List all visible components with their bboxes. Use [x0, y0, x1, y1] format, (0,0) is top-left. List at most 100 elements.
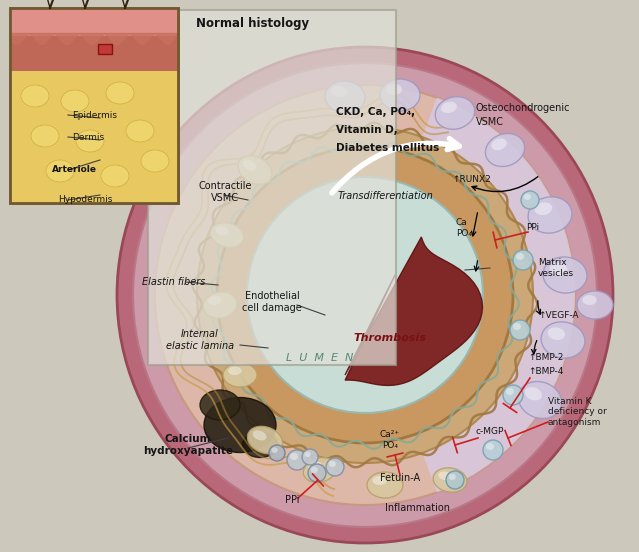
Text: Endothelial
cell damage: Endothelial cell damage	[242, 291, 302, 313]
Ellipse shape	[200, 390, 240, 420]
Text: Inflammation: Inflammation	[385, 503, 450, 513]
Ellipse shape	[446, 471, 464, 489]
Text: VSMC: VSMC	[476, 117, 504, 127]
Text: Epidermis: Epidermis	[72, 110, 117, 119]
Ellipse shape	[106, 82, 134, 104]
Text: ↑VEGF-A: ↑VEGF-A	[538, 310, 578, 320]
Ellipse shape	[269, 445, 285, 461]
Ellipse shape	[543, 257, 587, 293]
Text: Elastin fibers: Elastin fibers	[142, 277, 205, 287]
Polygon shape	[345, 237, 482, 385]
Ellipse shape	[449, 474, 456, 480]
Ellipse shape	[510, 320, 530, 340]
Ellipse shape	[210, 222, 243, 247]
Text: Normal histology: Normal histology	[196, 18, 309, 30]
Ellipse shape	[331, 86, 347, 97]
Text: Transdifferentiation: Transdifferentiation	[338, 191, 434, 201]
Text: Hypodermis: Hypodermis	[58, 195, 112, 204]
Ellipse shape	[311, 466, 318, 473]
Ellipse shape	[61, 90, 89, 112]
Ellipse shape	[304, 452, 311, 457]
Text: Ca
PO₄: Ca PO₄	[456, 218, 472, 238]
Text: Calcium
hydroxyapatite: Calcium hydroxyapatite	[143, 434, 233, 456]
Ellipse shape	[328, 461, 336, 467]
Ellipse shape	[223, 363, 257, 387]
Ellipse shape	[242, 433, 277, 458]
Ellipse shape	[203, 292, 237, 318]
Ellipse shape	[252, 431, 266, 440]
Ellipse shape	[435, 97, 475, 129]
Text: CKD, Ca, PO₄,: CKD, Ca, PO₄,	[336, 107, 415, 117]
Ellipse shape	[521, 191, 539, 209]
Ellipse shape	[243, 160, 256, 171]
FancyBboxPatch shape	[10, 71, 178, 203]
Ellipse shape	[550, 262, 567, 275]
Ellipse shape	[21, 85, 49, 107]
Ellipse shape	[491, 139, 507, 150]
Circle shape	[197, 127, 533, 463]
Text: Internal
elastic lamina: Internal elastic lamina	[166, 329, 234, 351]
Ellipse shape	[513, 323, 521, 330]
Ellipse shape	[438, 471, 452, 480]
Ellipse shape	[46, 160, 74, 182]
Ellipse shape	[272, 448, 278, 453]
Ellipse shape	[308, 461, 321, 470]
Text: Dermis: Dermis	[72, 132, 104, 141]
Text: Arteriole: Arteriole	[52, 166, 97, 174]
Circle shape	[155, 85, 575, 505]
Text: PPi: PPi	[285, 495, 299, 505]
FancyArrowPatch shape	[472, 213, 477, 236]
FancyArrowPatch shape	[472, 177, 538, 192]
Ellipse shape	[483, 440, 503, 460]
Ellipse shape	[386, 84, 402, 95]
Circle shape	[247, 177, 483, 413]
Circle shape	[133, 63, 597, 527]
FancyBboxPatch shape	[148, 10, 396, 365]
FancyBboxPatch shape	[10, 8, 178, 203]
Ellipse shape	[326, 458, 344, 476]
Ellipse shape	[525, 387, 542, 400]
Ellipse shape	[518, 381, 562, 418]
Ellipse shape	[524, 194, 531, 200]
Ellipse shape	[228, 367, 242, 375]
Text: Osteochondrogenic: Osteochondrogenic	[476, 103, 571, 113]
Text: Ca²⁺
PO₄: Ca²⁺ PO₄	[380, 431, 400, 450]
Ellipse shape	[141, 150, 169, 172]
Ellipse shape	[513, 250, 533, 270]
Circle shape	[117, 47, 613, 543]
Ellipse shape	[325, 81, 365, 113]
Text: Fetuin-A: Fetuin-A	[380, 473, 420, 483]
Ellipse shape	[486, 134, 525, 167]
Ellipse shape	[204, 397, 276, 453]
Text: Contractile
VSMC: Contractile VSMC	[198, 181, 252, 203]
Ellipse shape	[506, 388, 514, 395]
Ellipse shape	[486, 443, 494, 450]
Ellipse shape	[548, 327, 565, 340]
Ellipse shape	[441, 102, 457, 113]
Ellipse shape	[302, 449, 318, 465]
Ellipse shape	[308, 464, 326, 482]
Text: ↑BMP-2: ↑BMP-2	[528, 353, 564, 363]
Ellipse shape	[380, 79, 420, 111]
Ellipse shape	[290, 453, 298, 460]
Ellipse shape	[528, 197, 572, 233]
Ellipse shape	[126, 120, 154, 142]
Circle shape	[217, 147, 513, 443]
Ellipse shape	[238, 156, 272, 184]
Ellipse shape	[503, 385, 523, 405]
Ellipse shape	[76, 130, 104, 152]
Ellipse shape	[582, 295, 597, 305]
Bar	[98, 44, 112, 54]
Text: ↑RUNX2: ↑RUNX2	[452, 176, 491, 184]
Ellipse shape	[373, 476, 387, 485]
Text: Diabetes mellitus: Diabetes mellitus	[336, 143, 439, 153]
FancyArrowPatch shape	[332, 139, 459, 193]
Ellipse shape	[433, 468, 467, 492]
Ellipse shape	[215, 226, 229, 235]
Ellipse shape	[208, 296, 222, 305]
FancyBboxPatch shape	[10, 36, 178, 71]
Ellipse shape	[101, 165, 129, 187]
Ellipse shape	[287, 450, 307, 470]
Text: Matrix
vesicles: Matrix vesicles	[538, 258, 574, 278]
Ellipse shape	[516, 253, 524, 260]
